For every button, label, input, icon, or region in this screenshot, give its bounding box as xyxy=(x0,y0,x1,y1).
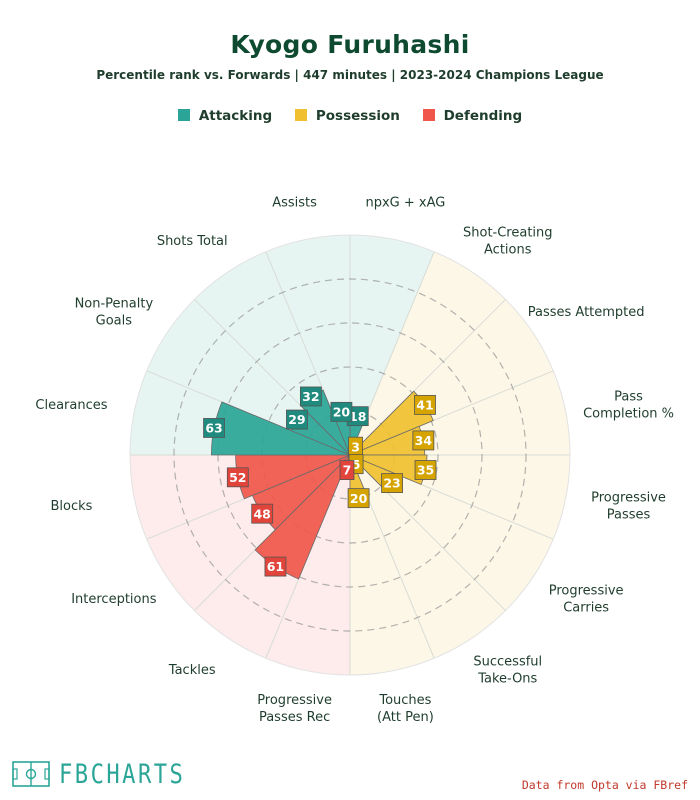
value-box-progressive-passes xyxy=(414,460,437,480)
value-label-npxg-xag: 18 xyxy=(349,409,366,424)
bg-wedge-touches-att-pen xyxy=(350,455,435,675)
axis-label-progressive-carries: Progressive Carries xyxy=(549,583,624,615)
axis-label-assists: Assists xyxy=(272,195,317,210)
source-credit: Data from Opta via FBref xyxy=(521,778,688,792)
value-box-clearances xyxy=(203,418,225,438)
axis-label-pass-completion: Pass Completion % xyxy=(583,390,674,422)
value-box-blocks xyxy=(226,467,249,488)
value-label-touches-att-pen: 20 xyxy=(350,491,368,506)
value-box-interceptions xyxy=(251,503,274,524)
value-box-progressive-carries xyxy=(381,473,403,494)
bg-wedge-npxg-xag xyxy=(350,235,435,455)
axis-label-tackles: Tackles xyxy=(168,663,216,678)
value-label-progressive-passes-rec: 7 xyxy=(343,463,352,478)
axis-label-clearances: Clearances xyxy=(35,398,107,413)
value-box-pass-completion xyxy=(412,430,435,451)
value-label-assists: 20 xyxy=(333,404,351,419)
value-label-shot-creating-actions: 3 xyxy=(351,439,360,454)
axis-label-interceptions: Interceptions xyxy=(71,592,157,607)
chart-title: Kyogo Furuhashi xyxy=(230,30,470,59)
axis-label-shots-total: Shots Total xyxy=(157,234,228,249)
axis-label-progressive-passes: Progressive Passes xyxy=(591,490,666,522)
axis-label-touches-att-pen: Touches (Att Pen) xyxy=(377,693,434,725)
outer-ring xyxy=(129,234,571,676)
axis-label-shot-creating-actions: Shot-Creating Actions xyxy=(463,225,553,257)
value-label-non-penalty-goals: 29 xyxy=(288,412,305,427)
bg-wedge-progressive-passes-rec xyxy=(265,455,350,675)
value-box-tackles xyxy=(264,556,287,577)
legend-label-defending: Defending xyxy=(443,108,523,124)
axis-label-successful-take-ons: Successful Take-Ons xyxy=(473,655,542,687)
bg-wedge-progressive-carries xyxy=(350,455,554,611)
value-label-progressive-passes: 35 xyxy=(417,463,434,478)
grid-ring xyxy=(173,278,527,632)
value-box-shots-total xyxy=(299,386,322,407)
legend-label-attacking: Attacking xyxy=(198,108,273,124)
legend-item-possession: Possession xyxy=(294,108,400,124)
value-label-pass-completion: 34 xyxy=(415,433,433,448)
legend-item-defending: Defending xyxy=(422,108,523,124)
legend-swatch-defending xyxy=(422,109,435,121)
chart-subtitle: Percentile rank vs. Forwards | 447 minut… xyxy=(96,68,604,82)
axis-label-passes-attempted: Passes Attempted xyxy=(528,305,645,320)
bg-wedge-shot-creating-actions xyxy=(350,251,506,455)
value-label-successful-take-ons: 5 xyxy=(352,457,361,472)
value-box-touches-att-pen xyxy=(347,488,370,509)
bg-wedge-successful-take-ons xyxy=(350,455,506,659)
legend-swatch-attacking xyxy=(177,109,190,121)
axis-label-progressive-passes-rec: Progressive Passes Rec xyxy=(257,693,332,725)
axis-label-npxg-xag: npxG + xAG xyxy=(365,195,445,210)
legend-item-attacking: Attacking xyxy=(177,108,273,124)
legend-swatch-possession xyxy=(294,109,307,121)
value-box-passes-attempted xyxy=(414,394,436,415)
value-label-progressive-carries: 23 xyxy=(383,476,400,491)
brand-logo: FBCHARTS xyxy=(12,758,213,790)
legend-label-possession: Possession xyxy=(315,108,400,124)
value-box-assists xyxy=(330,401,353,422)
value-label-blocks: 52 xyxy=(229,470,246,485)
value-label-passes-attempted: 41 xyxy=(416,397,433,412)
axis-label-blocks: Blocks xyxy=(50,499,92,514)
value-label-interceptions: 48 xyxy=(253,506,270,521)
legend: Attacking Possession Defending xyxy=(0,108,700,124)
brand-name: FBCHARTS xyxy=(59,758,186,790)
value-label-shots-total: 32 xyxy=(302,389,319,404)
value-label-tackles: 61 xyxy=(267,559,284,574)
axis-label-non-penalty-goals: Non-Penalty Goals xyxy=(75,297,154,329)
pitch-icon xyxy=(12,761,50,787)
value-box-progressive-passes-rec xyxy=(339,460,355,481)
value-label-clearances: 63 xyxy=(205,421,222,436)
bg-wedge-assists xyxy=(265,235,350,455)
value-box-non-penalty-goals xyxy=(286,409,308,430)
